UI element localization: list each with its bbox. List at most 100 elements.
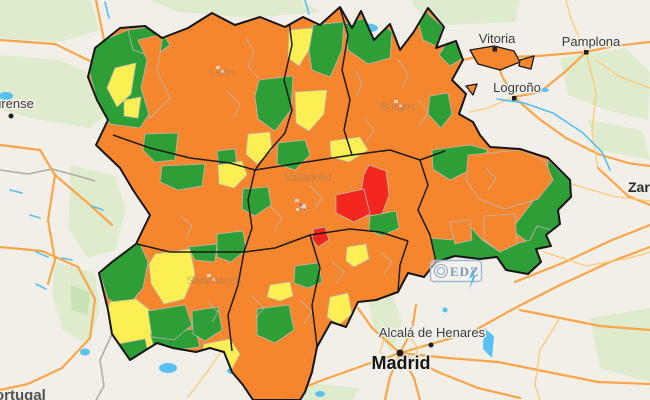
- municipality-area[interactable]: [159, 163, 206, 191]
- road: [564, 181, 650, 202]
- road: [585, 51, 599, 169]
- lake: [315, 391, 325, 397]
- province-border: [397, 240, 409, 292]
- municipality-area[interactable]: [326, 292, 353, 326]
- road: [53, 173, 114, 227]
- terrain-patch: [70, 285, 90, 315]
- municipal-border: [397, 59, 409, 89]
- municipality-area[interactable]: [217, 160, 248, 189]
- municipality-area[interactable]: [256, 304, 295, 344]
- municipality-area[interactable]: [293, 262, 323, 289]
- municipality-area[interactable]: [287, 27, 314, 67]
- municipal-border: [207, 301, 219, 323]
- municipality-area[interactable]: [254, 75, 294, 132]
- municipality-area[interactable]: [147, 304, 193, 341]
- city-label-alcala: Alcalá de Henares: [379, 325, 486, 340]
- urban-area: [212, 278, 215, 281]
- province-label: Salamanca: [186, 275, 242, 287]
- watermark-frame: [429, 259, 483, 283]
- reservoir: [483, 328, 494, 358]
- municipality-area[interactable]: [427, 92, 453, 129]
- municipal-border: [251, 295, 265, 319]
- urban-area: [216, 66, 220, 69]
- municipality-area[interactable]: [449, 219, 473, 245]
- lake: [0, 92, 13, 100]
- faint-label-layer: León Burgos Valladolid Salamanca: [186, 67, 415, 287]
- city-marker: [428, 342, 434, 348]
- terrain-patch: [560, 48, 650, 120]
- urban-area: [399, 104, 402, 107]
- lake: [541, 88, 549, 92]
- terrain-patch: [588, 120, 650, 160]
- city-marker: [512, 96, 517, 101]
- province-border: [309, 234, 321, 347]
- region-border: [87, 6, 572, 400]
- road: [513, 223, 650, 284]
- watermark-text: EDZ: [450, 264, 480, 279]
- municipal-border: [245, 37, 259, 79]
- province-border: [351, 149, 446, 161]
- municipality-area[interactable]: [294, 89, 328, 132]
- admin-border: [95, 333, 113, 400]
- municipal-border: [485, 167, 497, 191]
- province-label: León: [210, 67, 234, 79]
- municipality-area[interactable]: [518, 55, 535, 70]
- province-border: [339, 7, 353, 156]
- province-border: [243, 228, 409, 253]
- municipality-area[interactable]: [266, 281, 294, 302]
- municipality-area[interactable]: [142, 132, 179, 163]
- lightning-icon: [469, 266, 476, 290]
- province-label: Burgos: [381, 101, 416, 113]
- city-marker: [492, 47, 497, 52]
- river: [104, 1, 110, 19]
- enclave-layer[interactable]: [465, 45, 535, 96]
- road: [398, 351, 650, 386]
- river: [35, 283, 47, 290]
- river: [61, 257, 73, 261]
- watermark-logo: EDZ: [429, 259, 483, 290]
- road: [398, 351, 422, 400]
- municipal-border: [363, 117, 375, 143]
- province-border: [136, 243, 244, 253]
- road: [398, 303, 418, 355]
- province-border: [254, 154, 353, 171]
- road: [518, 308, 650, 332]
- municipal-border: [379, 251, 393, 275]
- province-border-layer: [112, 7, 446, 352]
- urban-area: [301, 204, 306, 208]
- municipality-area[interactable]: [368, 210, 400, 237]
- river: [91, 205, 104, 211]
- province-border: [227, 251, 245, 352]
- terrain-patch: [0, 55, 112, 128]
- municipality-area-red[interactable]: [335, 188, 371, 223]
- urban-area: [207, 274, 211, 277]
- province-border: [243, 169, 256, 253]
- municipality-area[interactable]: [148, 248, 196, 305]
- road: [0, 143, 57, 177]
- watermark-globe-icon: [436, 266, 446, 276]
- municipality-area[interactable]: [345, 243, 370, 268]
- province-label: Valladolid: [285, 172, 332, 184]
- municipality-area[interactable]: [329, 136, 369, 163]
- municipality-area[interactable]: [483, 213, 518, 253]
- city-label-zaragoza: Zaragoza: [628, 179, 650, 195]
- urban-area: [296, 208, 299, 211]
- municipality-area[interactable]: [123, 96, 142, 119]
- municipality-area[interactable]: [137, 33, 171, 119]
- urban-area: [221, 70, 224, 73]
- urban-area: [295, 199, 299, 202]
- province-border: [112, 134, 256, 171]
- municipality-area[interactable]: [465, 149, 554, 210]
- road: [565, 0, 587, 53]
- road: [595, 59, 650, 89]
- municipal-border: [354, 69, 363, 97]
- municipality-area[interactable]: [187, 243, 218, 263]
- municipality-area[interactable]: [465, 83, 478, 96]
- municipality-area-red[interactable]: [311, 226, 330, 248]
- city-marker: [8, 113, 14, 119]
- municipality-area[interactable]: [216, 230, 247, 263]
- municipal-border: [299, 299, 313, 325]
